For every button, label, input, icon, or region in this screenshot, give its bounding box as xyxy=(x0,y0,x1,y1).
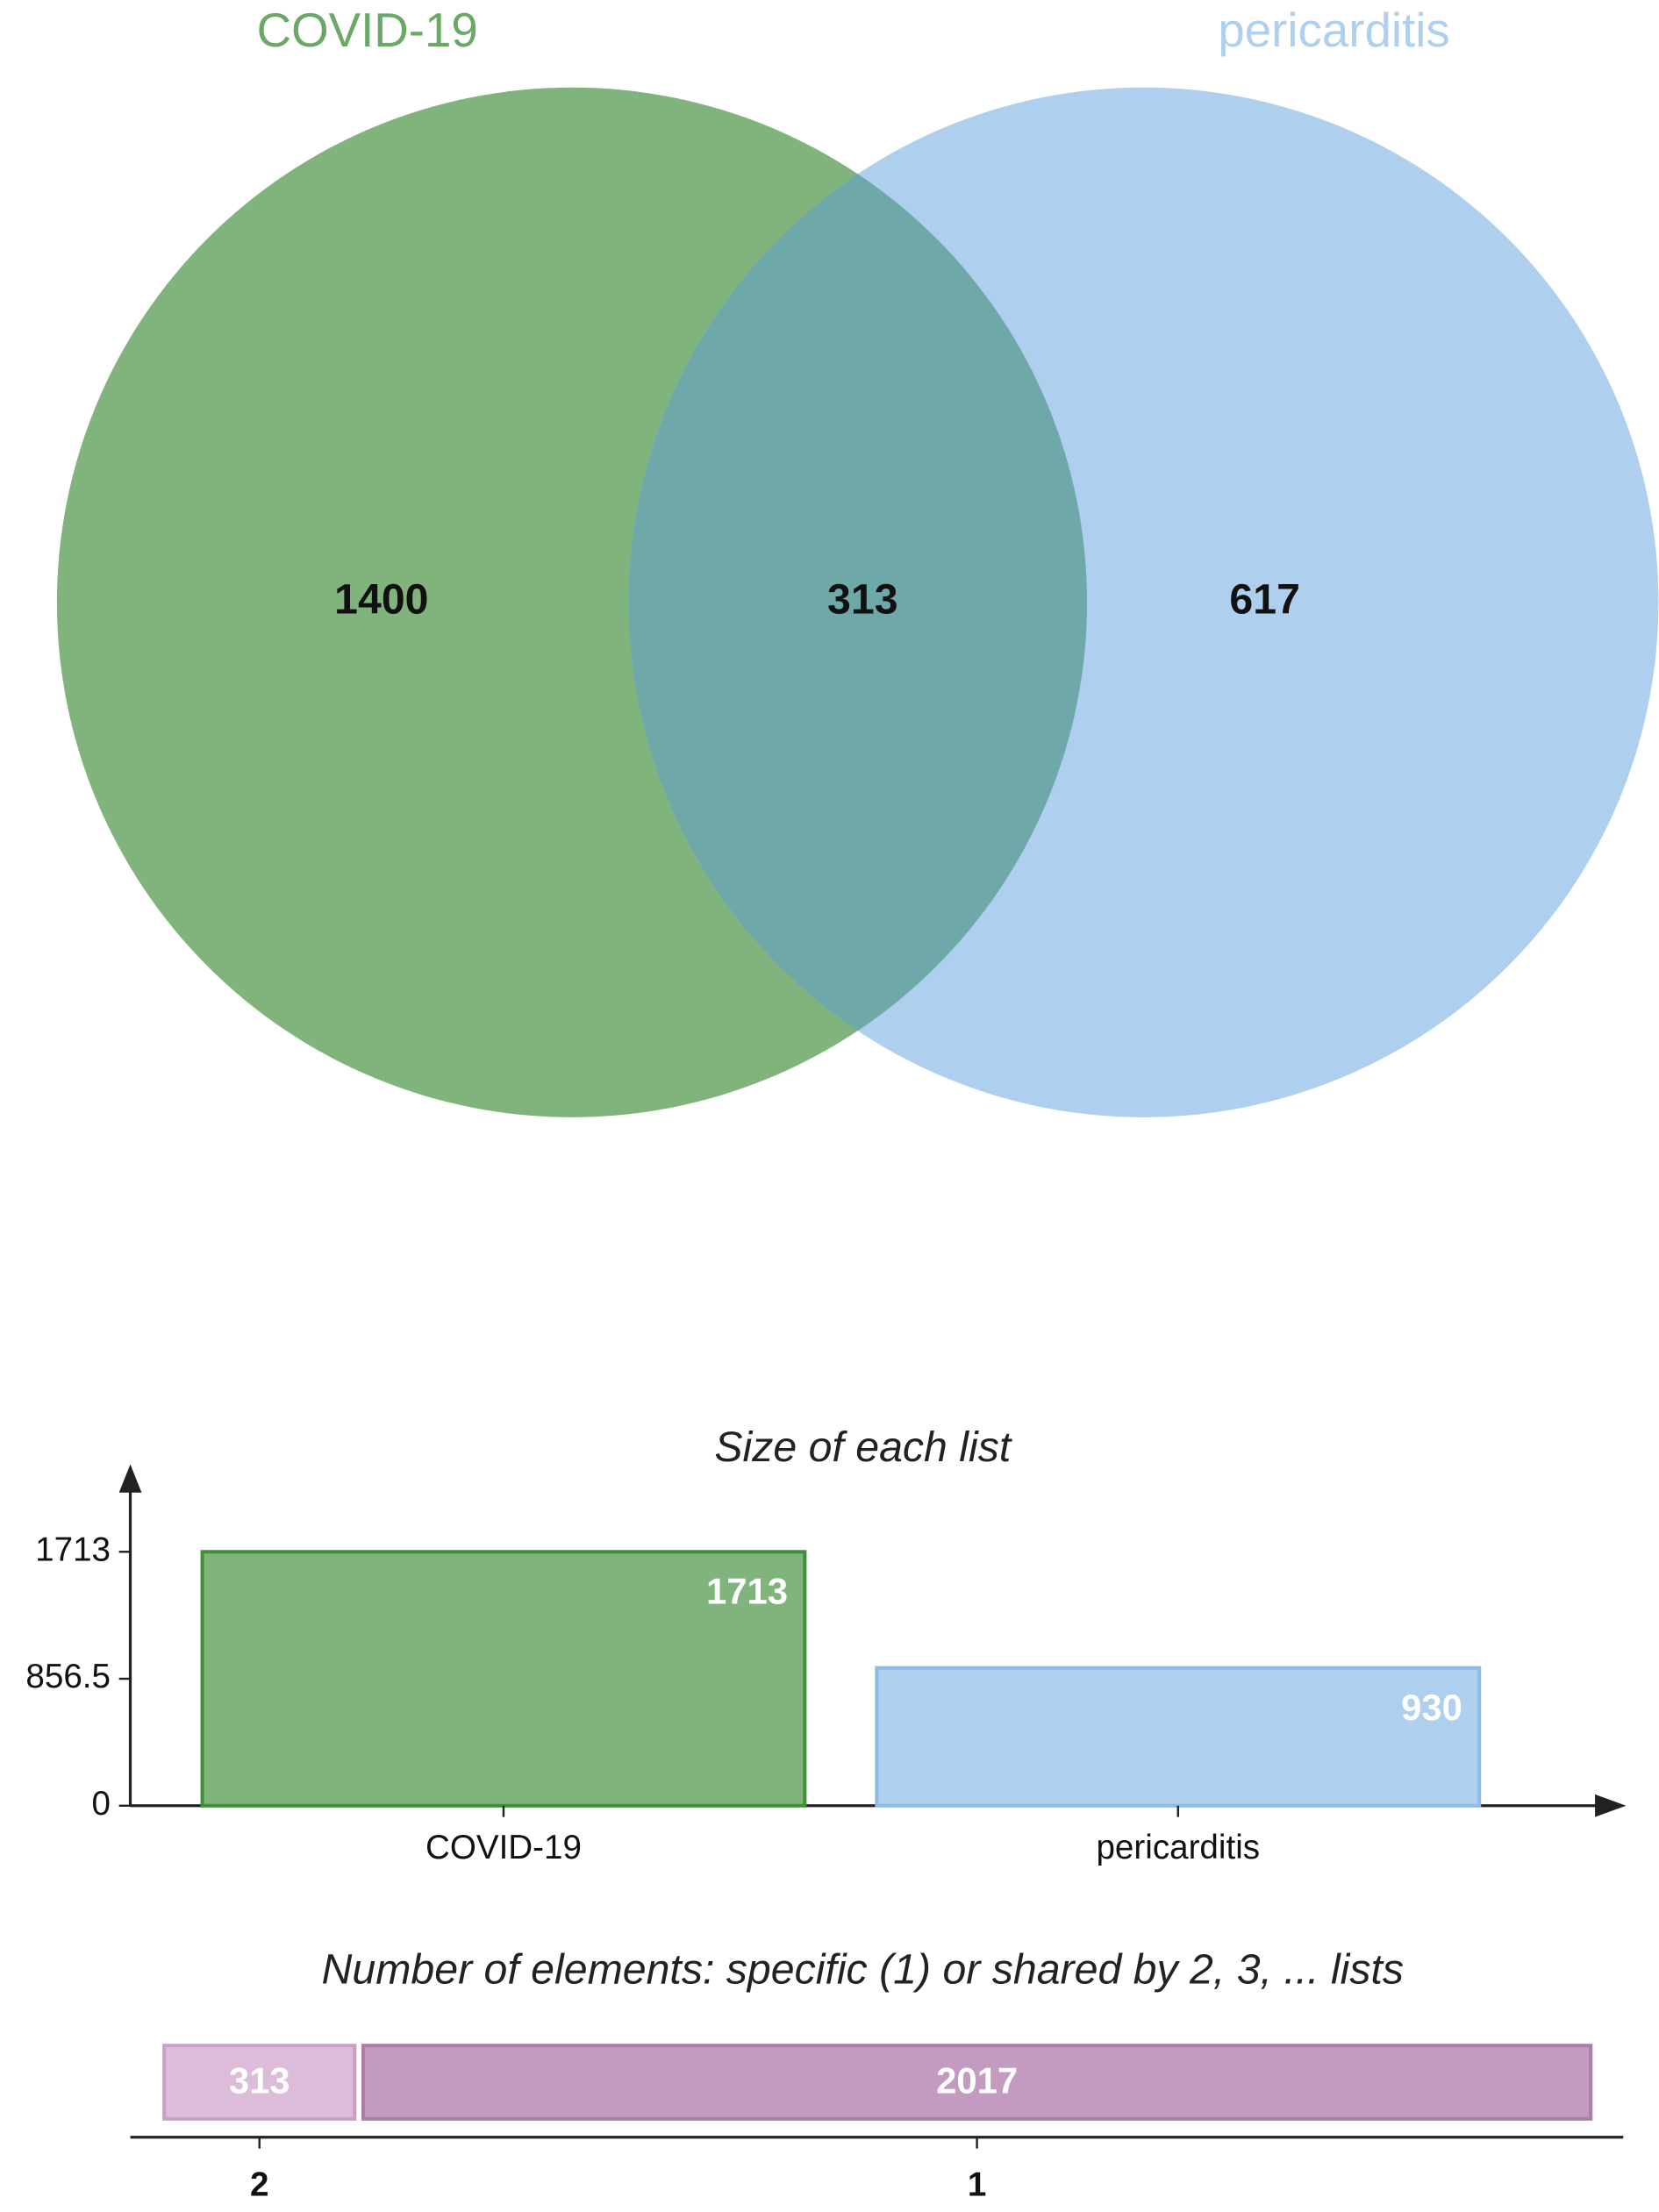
region-count: 313 xyxy=(827,576,898,624)
region-count: 1400 xyxy=(334,576,428,624)
bar xyxy=(200,1550,807,1808)
y-tick-label: 1713 xyxy=(35,1531,111,1568)
y-arrow xyxy=(118,1464,142,1493)
x-tick-label: 2 xyxy=(250,2166,268,2203)
bar-segment xyxy=(162,2044,357,2121)
y-tick-label: 0 xyxy=(92,1785,111,1823)
chart-title: Size of each list xyxy=(714,1424,1013,1471)
x-arrow xyxy=(1595,1794,1627,1817)
bar-value-label: 930 xyxy=(1401,1687,1462,1728)
set-label: pericarditis xyxy=(1218,3,1449,57)
overlap-region xyxy=(628,87,1088,1117)
region-count: 617 xyxy=(1229,576,1300,624)
set-label: COVID-19 xyxy=(257,3,478,57)
y-tick-label: 856.5 xyxy=(25,1658,111,1695)
x-tick-label: 1 xyxy=(968,2166,986,2203)
chart-title: Number of elements: specific (1) or shar… xyxy=(322,1945,1405,1993)
x-tick-label: pericarditis xyxy=(1096,1829,1260,1866)
bar-segment xyxy=(361,2044,1593,2121)
x-tick-label: COVID-19 xyxy=(425,1829,582,1866)
segment-value-label: 2017 xyxy=(936,2060,1018,2101)
segment-value-label: 313 xyxy=(229,2060,290,2101)
bar-value-label: 1713 xyxy=(706,1571,788,1612)
bar xyxy=(875,1666,1482,1808)
